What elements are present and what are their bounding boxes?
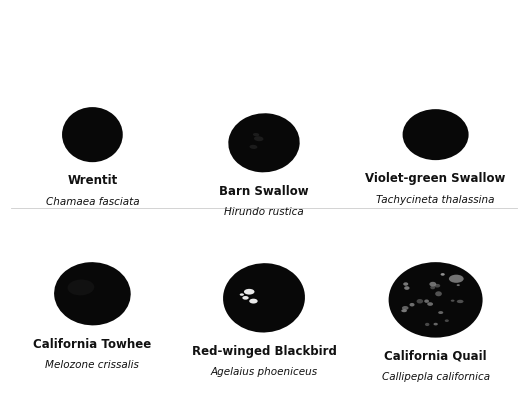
Ellipse shape <box>389 262 483 338</box>
Ellipse shape <box>254 136 263 141</box>
Text: Barn Swallow: Barn Swallow <box>219 184 309 197</box>
Ellipse shape <box>244 289 254 295</box>
Text: Tachycineta thalassina: Tachycineta thalassina <box>376 195 495 205</box>
Ellipse shape <box>435 291 442 296</box>
Ellipse shape <box>410 303 414 306</box>
Ellipse shape <box>249 299 258 304</box>
Ellipse shape <box>68 279 95 295</box>
Ellipse shape <box>404 286 410 290</box>
Ellipse shape <box>451 299 455 302</box>
Text: Red-winged Blackbird: Red-winged Blackbird <box>192 345 336 358</box>
Ellipse shape <box>457 284 460 286</box>
Ellipse shape <box>438 311 444 314</box>
Ellipse shape <box>403 282 408 286</box>
Text: Melozone crissalis: Melozone crissalis <box>45 360 139 370</box>
Text: California Towhee: California Towhee <box>33 338 152 350</box>
Ellipse shape <box>434 284 440 288</box>
Ellipse shape <box>441 273 445 276</box>
Ellipse shape <box>253 133 259 136</box>
Ellipse shape <box>223 263 305 333</box>
Text: Chamaea fasciata: Chamaea fasciata <box>45 197 139 207</box>
Ellipse shape <box>424 299 429 303</box>
Ellipse shape <box>242 296 249 299</box>
Ellipse shape <box>445 319 449 322</box>
Text: California Quail: California Quail <box>384 350 487 363</box>
Ellipse shape <box>429 282 436 286</box>
Text: Hirundo rustica: Hirundo rustica <box>224 207 304 217</box>
Ellipse shape <box>402 306 409 310</box>
Text: Wrentit: Wrentit <box>67 175 118 187</box>
Ellipse shape <box>240 293 244 296</box>
Ellipse shape <box>430 286 435 289</box>
Ellipse shape <box>425 323 429 326</box>
Ellipse shape <box>401 309 407 312</box>
Ellipse shape <box>457 300 464 303</box>
Ellipse shape <box>62 107 122 162</box>
Ellipse shape <box>417 299 423 304</box>
Ellipse shape <box>433 323 438 326</box>
Ellipse shape <box>427 302 433 306</box>
Ellipse shape <box>449 275 464 283</box>
Text: Violet-green Swallow: Violet-green Swallow <box>365 172 506 185</box>
Ellipse shape <box>250 145 257 149</box>
Text: Callipepla californica: Callipepla californica <box>382 372 489 382</box>
Text: Agelaius phoeniceus: Agelaius phoeniceus <box>211 367 317 377</box>
Ellipse shape <box>228 113 300 172</box>
Ellipse shape <box>402 109 469 160</box>
Ellipse shape <box>54 262 131 325</box>
